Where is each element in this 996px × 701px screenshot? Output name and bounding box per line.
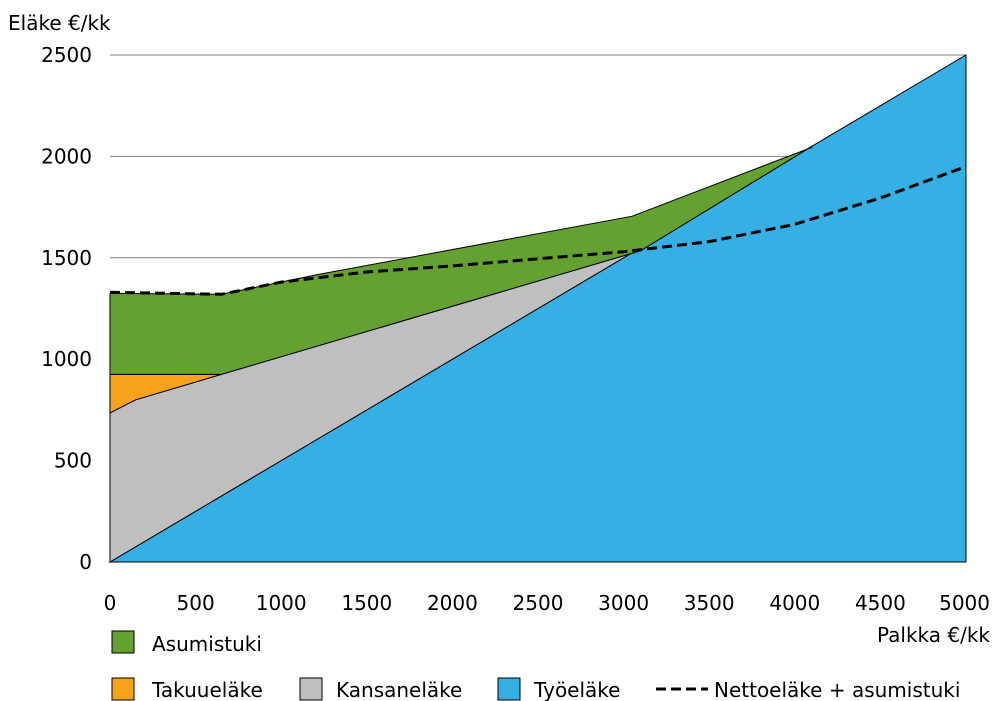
x-tick-3000: 3000 <box>598 591 649 615</box>
x-tick-1500: 1500 <box>341 591 392 615</box>
line-nettoelake-asumistuki <box>109 165 967 296</box>
y-axis-title: Eläke €/kk <box>8 11 111 35</box>
y-tick-1500: 1500 <box>41 246 92 270</box>
x-tick-0: 0 <box>104 591 117 615</box>
x-tick-5000: 5000 <box>939 591 990 615</box>
y-tick-1000: 1000 <box>41 347 92 371</box>
legend-label-tyoelake: Työeläke <box>533 678 620 701</box>
legend-swatch-kansanelake <box>299 677 323 701</box>
legend-swatch-tyoelake <box>497 677 521 701</box>
x-tick-2000: 2000 <box>427 591 478 615</box>
x-tick-labels: 0 500 1000 1500 2000 2500 3000 3500 4000 4500 5000 <box>104 591 990 615</box>
x-tick-4500: 4500 <box>855 591 906 615</box>
legend-swatch-asumistuki <box>111 630 135 654</box>
legend-label-asumistuki: Asumistuki <box>152 632 262 656</box>
x-tick-4000: 4000 <box>769 591 820 615</box>
y-tick-2500: 2500 <box>41 43 92 67</box>
legend-label-kansanelake: Kansaneläke <box>336 678 462 701</box>
y-tick-2000: 2000 <box>41 144 92 168</box>
x-tick-1000: 1000 <box>256 591 307 615</box>
legend: Asumistuki Takuueläke Kansaneläke Työelä… <box>111 630 960 701</box>
legend-label-nettoelake-asumistuki: Nettoeläke + asumistuki <box>714 678 960 701</box>
y-tick-500: 500 <box>54 449 92 473</box>
plot-areas <box>108 54 967 563</box>
legend-swatch-takuuelake <box>111 677 135 701</box>
x-tick-500: 500 <box>177 591 215 615</box>
x-tick-3500: 3500 <box>684 591 735 615</box>
x-tick-2500: 2500 <box>513 591 564 615</box>
y-tick-labels: 0 500 1000 1500 2000 2500 <box>41 43 92 574</box>
legend-label-takuuelake: Takuueläke <box>151 678 263 701</box>
y-tick-0: 0 <box>79 550 92 574</box>
x-axis-title: Palkka €/kk <box>877 623 990 647</box>
